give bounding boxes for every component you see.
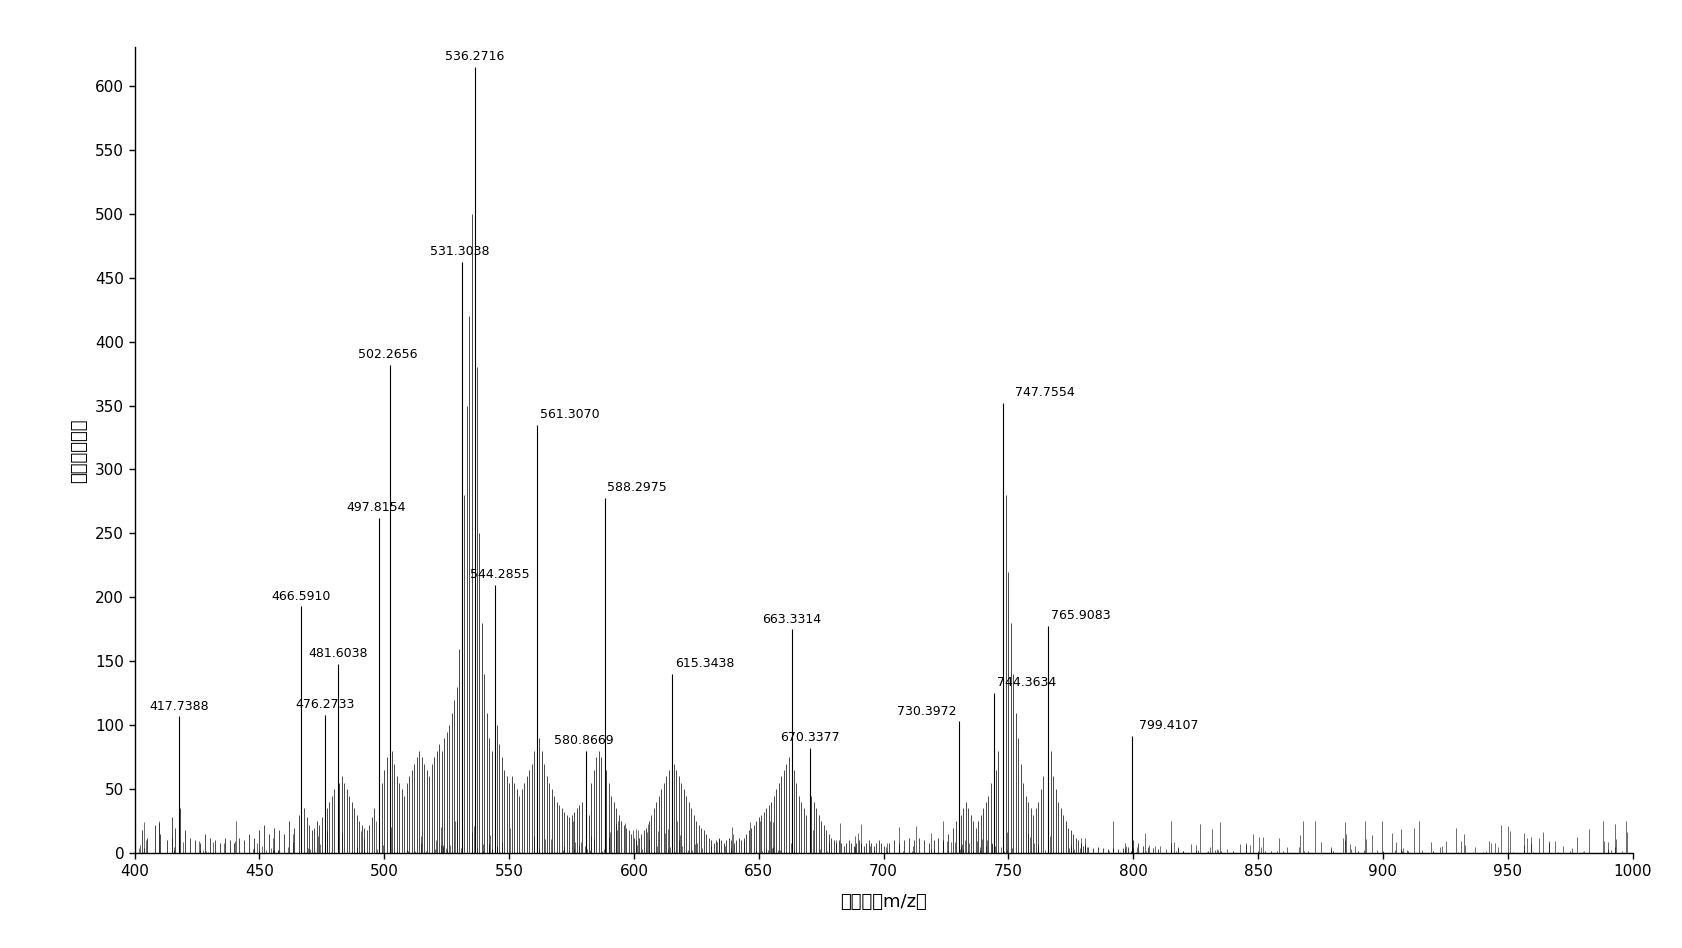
- Text: 799.4107: 799.4107: [1139, 719, 1198, 732]
- Text: 502.2656: 502.2656: [358, 348, 417, 361]
- Text: 531.3038: 531.3038: [431, 246, 489, 259]
- Text: 730.3972: 730.3972: [897, 704, 957, 718]
- Text: 663.3314: 663.3314: [762, 612, 821, 626]
- Text: 536.2716: 536.2716: [444, 49, 505, 63]
- Text: 561.3070: 561.3070: [540, 408, 599, 421]
- Text: 615.3438: 615.3438: [674, 657, 733, 670]
- Text: 747.7554: 747.7554: [1014, 386, 1075, 399]
- Y-axis label: 强度（计数）: 强度（计数）: [71, 418, 87, 483]
- Text: 580.8669: 580.8669: [553, 734, 614, 747]
- Text: 588.2975: 588.2975: [607, 481, 666, 494]
- Text: 544.2855: 544.2855: [469, 568, 530, 581]
- Text: 497.8154: 497.8154: [346, 501, 405, 514]
- Text: 744.3634: 744.3634: [996, 677, 1055, 689]
- Text: 417.7388: 417.7388: [150, 700, 209, 713]
- X-axis label: 质荷比（m/z）: 质荷比（m/z）: [839, 892, 927, 910]
- Text: 765.9083: 765.9083: [1050, 609, 1110, 622]
- Text: 481.6038: 481.6038: [308, 647, 368, 660]
- Text: 466.5910: 466.5910: [271, 590, 330, 603]
- Text: 476.2733: 476.2733: [294, 699, 355, 711]
- Text: 670.3377: 670.3377: [779, 732, 839, 744]
